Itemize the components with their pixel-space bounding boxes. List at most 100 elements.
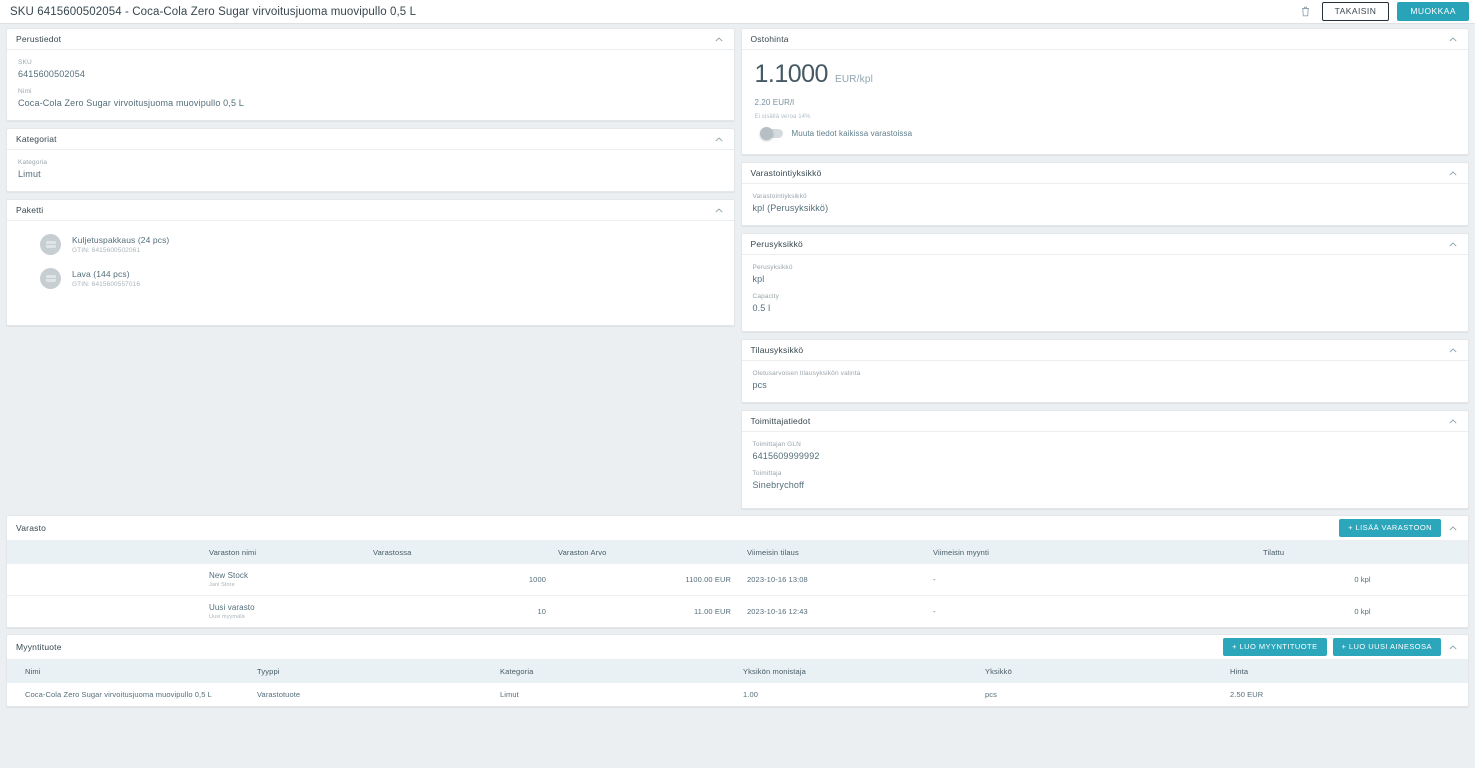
card-title-sales-product: Myyntituote [16, 642, 62, 652]
card-packages: Paketti Kuljetuspakkaus (24 pcs) [6, 199, 735, 326]
field-kategoria: Kategoria Limut [18, 159, 723, 179]
card-order-unit: Tilausyksikkö Oletusarvoisen tilausyksik… [740, 339, 1469, 403]
card-header-storage-unit[interactable]: Varastointiyksikkö [741, 163, 1468, 184]
field-label-supplier-name: Toimittaja [752, 470, 782, 477]
card-title-basic-info: Perustiedot [16, 34, 62, 44]
card-storage-unit: Varastointiyksikkö Varastointiyksikkö kp… [740, 162, 1469, 226]
edit-button[interactable]: MUOKKAA [1397, 2, 1469, 21]
chevron-up-icon[interactable] [1447, 641, 1459, 653]
chevron-up-icon[interactable] [1447, 415, 1459, 427]
cell-ordered: 0 kpl [1354, 607, 1371, 616]
right-column: Ostohinta 1.1000 EUR/kpl 2.20 EUR/l Ei s… [740, 28, 1469, 509]
add-to-warehouse-button[interactable]: + LISÄÄ VARASTOON [1339, 519, 1441, 537]
col-last-sale: Viimeisin myynti [933, 548, 990, 557]
package-info: Kuljetuspakkaus (24 pcs) GTIN: 641560050… [72, 235, 169, 254]
card-title-base-unit: Perusyksikkö [750, 239, 803, 249]
card-warehouse: Varasto + LISÄÄ VARASTOON Varaston nimi … [6, 515, 1469, 628]
card-header-purchase-price[interactable]: Ostohinta [741, 29, 1468, 50]
chevron-up-icon[interactable] [713, 33, 725, 45]
card-title-warehouse: Varasto [16, 523, 47, 533]
table-row[interactable]: Coca-Cola Zero Sugar virvoitusjuoma muov… [7, 683, 1468, 706]
field-value-sku: 6415600502054 [18, 69, 86, 79]
create-sales-product-button[interactable]: + LUO MYYNTITUOTE [1223, 638, 1327, 656]
card-title-supplier: Toimittajatiedot [750, 416, 811, 426]
card-actions-sales-product: + LUO MYYNTITUOTE + LUO UUSI AINESOSA [1223, 638, 1459, 656]
chevron-up-icon[interactable] [1447, 522, 1459, 534]
chevron-up-icon[interactable] [1447, 167, 1459, 179]
col-warehouse-name: Varaston nimi [209, 548, 257, 557]
card-body-base-unit: Perusyksikkö kpl Capacity 0.5 l [742, 255, 1469, 331]
sales-product-table-head: Nimi Tyyppi Kategoria Yksikön monistaja … [7, 660, 1468, 683]
left-column: Perustiedot SKU 6415600502054 Nimi Coc [6, 28, 735, 326]
card-actions-packages [713, 204, 725, 216]
field-nimi: Nimi Coca-Cola Zero Sugar virvoitusjuoma… [18, 88, 723, 108]
card-header-categories[interactable]: Kategoriat [7, 129, 734, 150]
chevron-up-icon[interactable] [1447, 238, 1459, 250]
card-body-categories: Kategoria Limut [7, 150, 734, 191]
card-title-packages: Paketti [16, 205, 44, 215]
field-label-storage-unit: Varastointiyksikkö [752, 193, 807, 200]
field-storage-unit: Varastointiyksikkö kpl (Perusyksikkö) [753, 193, 1458, 213]
card-header-basic-info[interactable]: Perustiedot [7, 29, 734, 50]
col-type: Tyyppi [257, 667, 280, 676]
cell-name: Coca-Cola Zero Sugar virvoitusjuoma muov… [25, 690, 212, 699]
toggle-label: Muuta tiedot kaikissa varastoissa [791, 129, 913, 138]
card-title-order-unit: Tilausyksikkö [750, 345, 804, 355]
card-header-warehouse: Varasto + LISÄÄ VARASTOON [7, 516, 1468, 541]
cell-last-sale: - [927, 564, 1257, 596]
field-sku: SKU 6415600502054 [18, 59, 723, 79]
card-sales-product: Myyntituote + LUO MYYNTITUOTE + LUO UUSI… [6, 634, 1469, 707]
card-basic-info: Perustiedot SKU 6415600502054 Nimi Coc [6, 28, 735, 121]
card-actions-basic-info [713, 33, 725, 45]
card-header-sales-product: Myyntituote + LUO MYYNTITUOTE + LUO UUSI… [7, 635, 1468, 660]
card-body-storage-unit: Varastointiyksikkö kpl (Perusyksikkö) [742, 184, 1469, 225]
card-header-packages[interactable]: Paketti [7, 200, 734, 221]
app-header: SKU 6415600502054 - Coca-Cola Zero Sugar… [0, 0, 1475, 24]
package-gtin: GTIN: 6415600502061 [72, 247, 141, 254]
field-label-supplier-gln: Toimittajan GLN [752, 441, 801, 448]
toggle-all-warehouses[interactable]: Muuta tiedot kaikissa varastoissa [755, 127, 1456, 140]
chevron-up-icon[interactable] [713, 204, 725, 216]
cell-ordered: 0 kpl [1257, 564, 1468, 596]
back-button[interactable]: TAKAISIN [1321, 2, 1390, 21]
field-value-storage-unit: kpl (Perusyksikkö) [752, 203, 829, 213]
card-actions-categories [713, 133, 725, 145]
field-label-base-unit: Perusyksikkö [752, 264, 793, 271]
table-header-row: Nimi Tyyppi Kategoria Yksikön monistaja … [7, 660, 1468, 683]
card-actions-purchase-price [1447, 33, 1459, 45]
price-amount: 1.1000 [754, 60, 829, 88]
table-row[interactable]: New Stock Jani Store 1000 1100.00 EUR 20… [7, 564, 1468, 596]
cell-warehouse-name: Uusi varasto Uusi myymälä [7, 596, 367, 628]
list-item[interactable]: Kuljetuspakkaus (24 pcs) GTIN: 641560050… [40, 234, 723, 255]
package-name: Lava (144 pcs) [72, 269, 130, 279]
chevron-up-icon[interactable] [713, 133, 725, 145]
cell-type: Varastotuote [257, 690, 301, 699]
toggle-switch[interactable] [759, 127, 783, 140]
field-value-supplier-gln: 6415609999992 [752, 451, 820, 461]
list-item[interactable]: Lava (144 pcs) GTIN: 6415600557016 [40, 268, 723, 289]
card-actions-supplier [1447, 415, 1459, 427]
card-title-categories: Kategoriat [16, 134, 57, 144]
col-multiplier: Yksikön monistaja [743, 667, 806, 676]
col-unit: Yksikkö [985, 667, 1012, 676]
card-body-packages: Kuljetuspakkaus (24 pcs) GTIN: 641560050… [7, 221, 734, 325]
card-header-supplier[interactable]: Toimittajatiedot [741, 411, 1468, 432]
card-actions-storage-unit [1447, 167, 1459, 179]
col-name: Nimi [25, 667, 41, 676]
page-content: Perustiedot SKU 6415600502054 Nimi Coc [0, 24, 1475, 711]
table-row[interactable]: Uusi varasto Uusi myymälä 10 11.00 EUR 2… [7, 596, 1468, 628]
chevron-up-icon[interactable] [1447, 33, 1459, 45]
trash-icon[interactable] [1298, 3, 1314, 21]
warehouse-table: Varaston nimi Varastossa Varaston Arvo V… [7, 541, 1468, 627]
field-value-order-unit: pcs [752, 380, 767, 390]
card-body-order-unit: Oletusarvoisen tilausyksikön valinta pcs [742, 361, 1469, 402]
card-header-base-unit[interactable]: Perusyksikkö [741, 234, 1468, 255]
chevron-up-icon[interactable] [1447, 344, 1459, 356]
card-header-order-unit[interactable]: Tilausyksikkö [741, 340, 1468, 361]
field-value-capacity: 0.5 l [752, 303, 771, 313]
create-ingredient-button[interactable]: + LUO UUSI AINESOSA [1332, 638, 1441, 656]
cell-warehouse-value: 1100.00 EUR [552, 564, 737, 596]
field-capacity: Capacity 0.5 l [753, 293, 1458, 313]
field-base-unit: Perusyksikkö kpl [753, 264, 1458, 284]
sales-product-table-body: Coca-Cola Zero Sugar virvoitusjuoma muov… [7, 683, 1468, 706]
